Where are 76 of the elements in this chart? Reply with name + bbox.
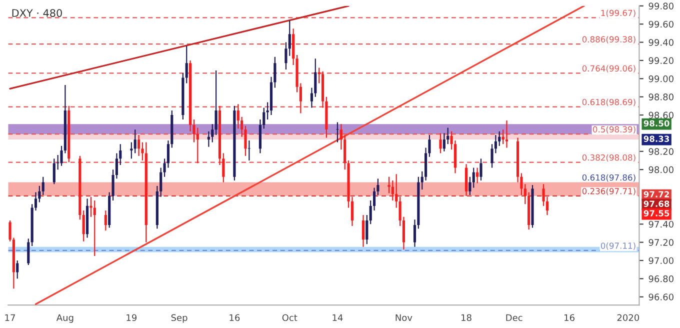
chart-title: DXY · 480 (12, 9, 62, 17)
ref-line-label: 0.236(97.71) (582, 188, 636, 196)
ref-line-label: 0(97.11) (600, 242, 636, 250)
x-tick-label: 2020 (617, 314, 640, 322)
x-tick-label: 16 (230, 314, 240, 322)
y-tick-label: 97.00 (648, 257, 674, 264)
ref-line-label: 0.764(99.06) (582, 65, 636, 73)
candlestick (454, 140, 457, 174)
ref-line-label: 0.5(98.39) (592, 126, 636, 134)
x-tick-label: 17 (5, 314, 15, 321)
y-tick-label: 99.60 (648, 20, 674, 28)
text: 97.68 (644, 200, 670, 207)
y-tick-label: 99.80 (648, 2, 674, 10)
candlestick (366, 214, 368, 245)
candlestick (52, 158, 56, 185)
candlestick (185, 45, 188, 84)
ref-line-label: 1(99.67) (601, 10, 636, 18)
candlestick (340, 124, 342, 150)
candlestick (472, 167, 475, 188)
x-tick-label: 14 (332, 314, 343, 321)
candlestick (56, 154, 60, 170)
candlestick (130, 142, 133, 160)
candlestick (505, 120, 508, 148)
y-tick-label: 99.40 (648, 39, 674, 46)
band-label: 0.618(97.86) (582, 174, 636, 182)
candlestick (446, 127, 450, 145)
y-tick-label: 97.20 (648, 239, 674, 246)
candlestick (16, 260, 19, 280)
ref-line-label: 0.382(98.08) (582, 154, 636, 162)
x-tick-label: 16 (564, 314, 574, 322)
candlestick (464, 164, 468, 196)
candlestick (137, 134, 140, 156)
candlestick (211, 124, 214, 143)
candlestick (93, 200, 96, 256)
candlestick (524, 184, 526, 205)
candlestick (90, 196, 92, 218)
annotation: 98.33 (644, 136, 670, 142)
y-tick-label: 98.60 (648, 112, 674, 119)
annotation: 97.72 (644, 191, 669, 198)
candlestick (476, 167, 479, 184)
y-tick-label: 97.40 (648, 220, 674, 228)
y-tick-label: 98.00 (648, 166, 674, 174)
annotation: 98.50 (644, 120, 670, 127)
y-tick-label: 98.20 (648, 148, 674, 155)
candlestick (134, 129, 136, 154)
ref-line-label: 0.618(98.69) (582, 98, 636, 106)
y-tick-label: 99.20 (648, 57, 674, 64)
candlestick (236, 104, 240, 130)
candlestick (442, 132, 446, 152)
x-tick-label: Aug (56, 314, 74, 323)
candlestick (214, 70, 218, 136)
x-tick-label: Nov (396, 314, 412, 322)
x-tick-label: 18 (462, 314, 472, 322)
candlestick (480, 158, 482, 182)
candlestick (196, 127, 199, 164)
candlestick (336, 122, 339, 143)
candlestick (104, 210, 107, 232)
candlestick (82, 210, 85, 242)
candlestick (391, 180, 394, 202)
candlestick (468, 176, 472, 196)
text: 97.55 (644, 210, 670, 216)
y-tick-label: 96.80 (648, 275, 674, 282)
candlestick (362, 214, 365, 248)
y-tick-label: 96.60 (648, 294, 674, 300)
candlestick (27, 238, 30, 266)
candlestick (248, 140, 250, 162)
x-tick-label: Oct (282, 314, 298, 322)
x-tick-label: Dec (506, 314, 522, 322)
candlestick (160, 167, 162, 198)
y-tick-label: 98.80 (648, 94, 674, 100)
candlestick (42, 176, 44, 196)
x-tick-label: 19 (126, 314, 137, 322)
y-tick-label: 99.00 (648, 75, 674, 82)
candlestick (439, 132, 442, 154)
ref-line-label: 0.886(99.38) (582, 36, 636, 44)
x-tick-label: Sep (171, 314, 188, 323)
